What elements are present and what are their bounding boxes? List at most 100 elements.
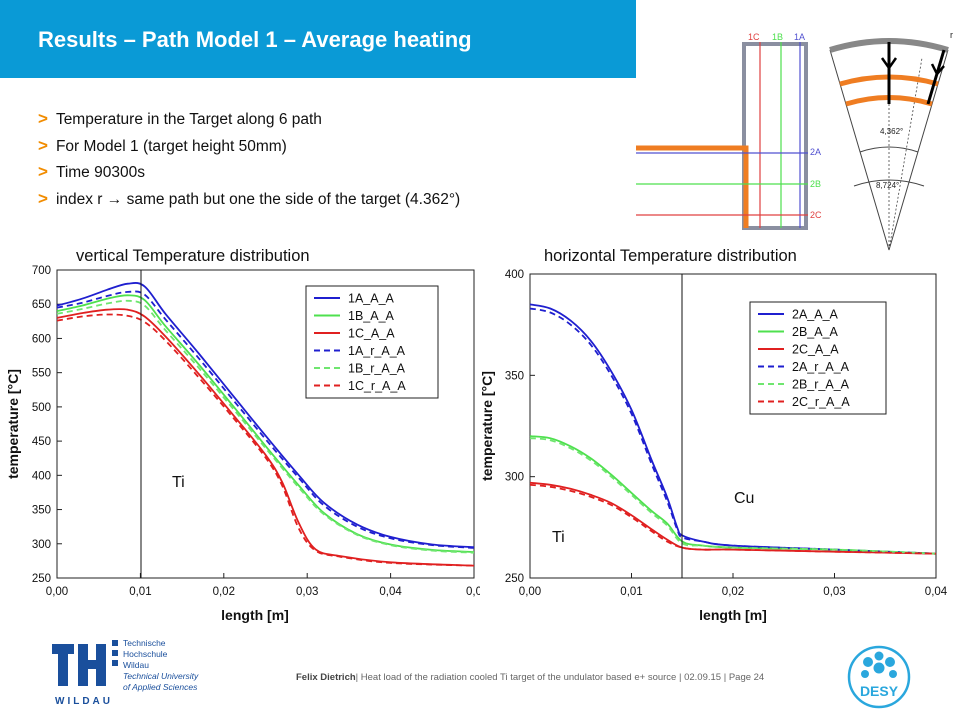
- legend-box: [305, 285, 439, 399]
- footer-text: | Heat load of the radiation cooled Ti t…: [355, 672, 677, 683]
- bullet-item: > Temperature in the Target along 6 path: [38, 106, 460, 133]
- series-line-1B_A_A: [56, 294, 475, 553]
- y-tick-label: 300: [505, 472, 524, 484]
- bullet-marker: >: [38, 162, 48, 181]
- x-tick-label: 0,00: [519, 586, 541, 598]
- angle-label-2: 8,724°: [876, 181, 899, 190]
- th-logo-mark: [52, 640, 118, 686]
- legend-label: 1C_r_A_A: [348, 379, 406, 393]
- x-tick-label: 0,04: [379, 586, 402, 598]
- path-schematic: 1C 1B 1A 2A 2B 2C: [636, 32, 822, 230]
- y-tick-label: 550: [32, 368, 51, 380]
- x-axis-label: length [m]: [699, 607, 767, 623]
- angle-arc-1: [859, 146, 919, 153]
- footer-page: | Page 24: [723, 672, 765, 683]
- chart-2-title: horizontal Temperature distribution: [544, 247, 797, 265]
- label-2b: 2B: [810, 179, 821, 189]
- ti-annotation: Ti: [552, 529, 565, 546]
- copper-boundary: [636, 145, 749, 228]
- x-tick-label: 0,04: [925, 586, 948, 598]
- x-axis-label: length [m]: [221, 607, 289, 623]
- th-line-2: Hochschule: [123, 649, 168, 659]
- th-line-3: Wildau: [123, 660, 149, 670]
- y-tick-label: 700: [32, 265, 51, 277]
- legend-label: 2C_A_A: [792, 343, 839, 357]
- bullet-text: Time 90300s: [55, 164, 145, 181]
- desy-wordmark: DESY: [860, 683, 899, 699]
- y-axis-label: temperature [°C]: [5, 369, 21, 479]
- bullet-item: > Time 90300s: [38, 159, 460, 186]
- legend-label: 2B_A_A: [792, 325, 839, 339]
- th-line-5: of Applied Sciences: [123, 682, 198, 692]
- series-line-2C_r_A_A: [529, 483, 937, 555]
- legend-label: 2A_A_A: [792, 308, 839, 322]
- y-tick-label: 650: [32, 299, 51, 311]
- series-line-1C_r_A_A: [56, 313, 475, 567]
- bullet-text: Temperature in the Target along 6 path: [55, 111, 322, 128]
- label-r: r: [950, 30, 953, 40]
- series-line-2B_r_A_A: [529, 437, 937, 555]
- legend-label: 2B_r_A_A: [792, 378, 850, 392]
- legend-label: 2A_r_A_A: [792, 360, 850, 374]
- desy-logo: DESY: [847, 645, 911, 709]
- horizontal-temperature-chart: 0,00 0,01 0,02 0,03 0,04 250 300 350 400 Ti Cu 2…: [479, 269, 948, 623]
- x-tick-label: 0,00: [46, 586, 68, 598]
- y-tick-label: 450: [32, 436, 51, 448]
- cu-annotation: Cu: [734, 490, 754, 507]
- x-tick-label: 0,03: [296, 586, 318, 598]
- angle-label-1: 4,362°: [880, 127, 903, 136]
- x-tick-label: 0,02: [213, 586, 235, 598]
- legend-label: 2C_r_A_A: [792, 395, 850, 409]
- legend-label: 1A_A_A: [348, 292, 395, 306]
- target-outline: [742, 42, 808, 230]
- footer-author: Felix Dietrich: [296, 672, 356, 683]
- legend-box: [749, 301, 887, 415]
- x-tick-label: 0,01: [129, 586, 151, 598]
- angle-arc-2: [853, 179, 925, 187]
- outer-arc: [829, 38, 949, 53]
- label-1a: 1A: [794, 32, 805, 42]
- series-line-2A_A_A: [529, 303, 937, 555]
- y-tick-label: 400: [505, 269, 524, 281]
- y-tick-label: 300: [32, 539, 51, 551]
- th-wordmark: WILDAU: [55, 696, 113, 707]
- bullet-marker: >: [38, 135, 48, 155]
- label-1b: 1B: [772, 32, 783, 42]
- legend-label: 1B_A_A: [348, 309, 395, 323]
- legend-label: 1A_r_A_A: [348, 344, 406, 358]
- slide-title: Results – Path Model 1 – Average heating: [38, 27, 472, 52]
- chart-1-title: vertical Temperature distribution: [76, 247, 310, 265]
- footer: Felix Dietrich| Heat load of the radiati…: [296, 672, 764, 683]
- y-tick-label: 350: [505, 370, 524, 382]
- footer-date: | 02.09.15: [678, 672, 722, 683]
- arrow-head-1: [880, 57, 898, 71]
- legend-label: 1C_A_A: [348, 327, 395, 341]
- y-tick-label: 250: [505, 573, 524, 585]
- bullet-text: index r → same path but one the side of …: [55, 190, 461, 208]
- sector-midlines: [888, 50, 923, 251]
- bullet-list: > Temperature in the Target along 6 path …: [38, 106, 460, 212]
- legend-group: 1A_A_A 1B_A_A 1C_A_A 1A_r_A_A 1B_r_A_A 1C_r_A…: [314, 292, 406, 393]
- x-tick-label: 0,01: [620, 586, 642, 598]
- x-tick-label: 0,02: [722, 586, 744, 598]
- sector-schematic: 4,362° 8,724° r: [829, 30, 953, 251]
- tick-group: 0,00 0,01 0,02 0,03 0,04 250 300 350 400: [505, 269, 948, 598]
- vertical-temperature-chart: 0,00 0,01 0,02 0,03 0,04 0,0 250 300 350 400 450 50…: [5, 265, 480, 623]
- y-axis-label: temperature [°C]: [479, 371, 495, 481]
- legend-label: 1B_r_A_A: [348, 362, 406, 376]
- series-line-1A_A_A: [56, 282, 475, 549]
- th-line-4: Technical University: [123, 671, 199, 681]
- y-tick-label: 400: [32, 470, 51, 482]
- x-tick-label: 0,0: [466, 586, 480, 598]
- bullet-text: For Model 1 (target height 50mm): [55, 137, 287, 155]
- series-group: [56, 282, 475, 567]
- series-line-2A_r_A_A: [529, 307, 937, 555]
- series-line-2C_A_A: [529, 481, 937, 555]
- label-2c: 2C: [810, 210, 822, 220]
- series-line-1A_r_A_A: [56, 290, 475, 549]
- x-tick-label: 0,03: [823, 586, 845, 598]
- th-wildau-logo: WILDAU Technische Hochschule Wildau Tech…: [52, 638, 199, 707]
- bullet-marker: >: [38, 188, 48, 208]
- th-line-1: Technische: [123, 638, 166, 648]
- series-line-1B_r_A_A: [56, 299, 475, 554]
